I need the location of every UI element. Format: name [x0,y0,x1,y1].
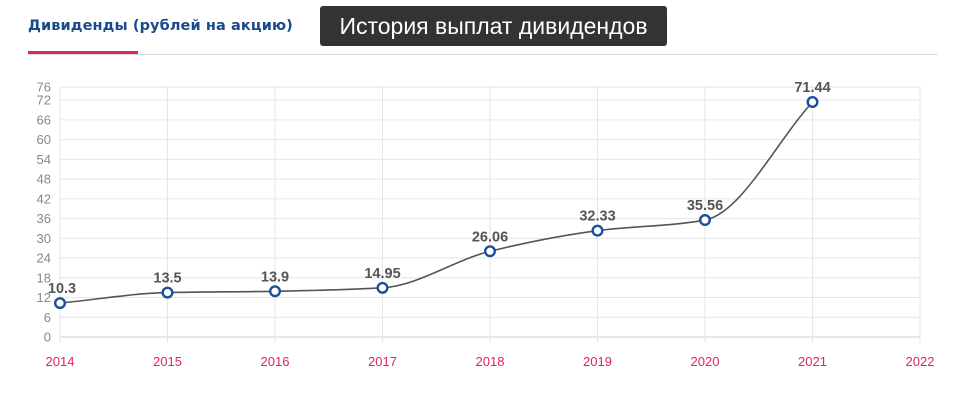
y-tick-label: 24 [37,251,51,266]
data-point[interactable] [376,281,389,294]
y-tick-label: 72 [37,93,51,108]
data-labels: 10.3 13.5 13.9 14.95 26.06 32.33 35.56 71.44 [48,80,831,297]
x-tick-label: 2018 [476,354,505,369]
data-label: 13.5 [153,271,181,287]
y-tick-label: 12 [37,290,51,305]
y-tick-label: 54 [37,152,51,167]
dividends-tab[interactable]: Дивиденды (рублей на акцию) [28,18,293,34]
data-points [54,95,819,310]
data-label: 32.33 [579,209,615,225]
y-tick-label: 18 [37,270,51,285]
data-label: 14.95 [364,266,400,282]
data-label: 71.44 [794,80,830,96]
x-tick-label: 2019 [583,354,612,369]
data-label: 26.06 [472,229,508,245]
x-tick-label: 2015 [153,354,182,369]
data-point[interactable] [269,285,282,298]
data-label: 13.9 [261,269,289,285]
y-tick-label: 30 [37,231,51,246]
y-tick-label: 42 [37,191,51,206]
data-point[interactable] [484,245,497,258]
data-label: 35.56 [687,198,723,214]
chart-grid [59,86,921,343]
x-tick-label: 2021 [798,354,827,369]
y-tick-label: 76 [37,80,51,95]
data-point[interactable] [161,286,174,299]
data-point[interactable] [591,224,604,237]
x-axis-ticks: 2014 2015 2016 2017 2018 2019 2020 2021 2022 [46,354,935,369]
data-point[interactable] [54,297,67,310]
x-tick-label: 2016 [261,354,290,369]
tooltip: История выплат дивидендов [320,6,667,46]
y-tick-label: 36 [37,211,51,226]
y-tick-label: 60 [37,132,51,147]
header-divider [28,54,938,55]
data-label: 10.3 [48,281,76,297]
active-tab-indicator [28,51,138,55]
y-tick-label: 66 [37,112,51,127]
y-tick-label: 6 [44,310,51,325]
x-tick-label: 2017 [368,354,397,369]
x-tick-label: 2014 [46,354,75,369]
y-tick-label: 0 [44,330,51,345]
data-point[interactable] [806,95,819,108]
x-tick-label: 2020 [691,354,720,369]
data-point[interactable] [699,214,712,227]
x-tick-label: 2022 [906,354,935,369]
y-tick-label: 48 [37,172,51,187]
